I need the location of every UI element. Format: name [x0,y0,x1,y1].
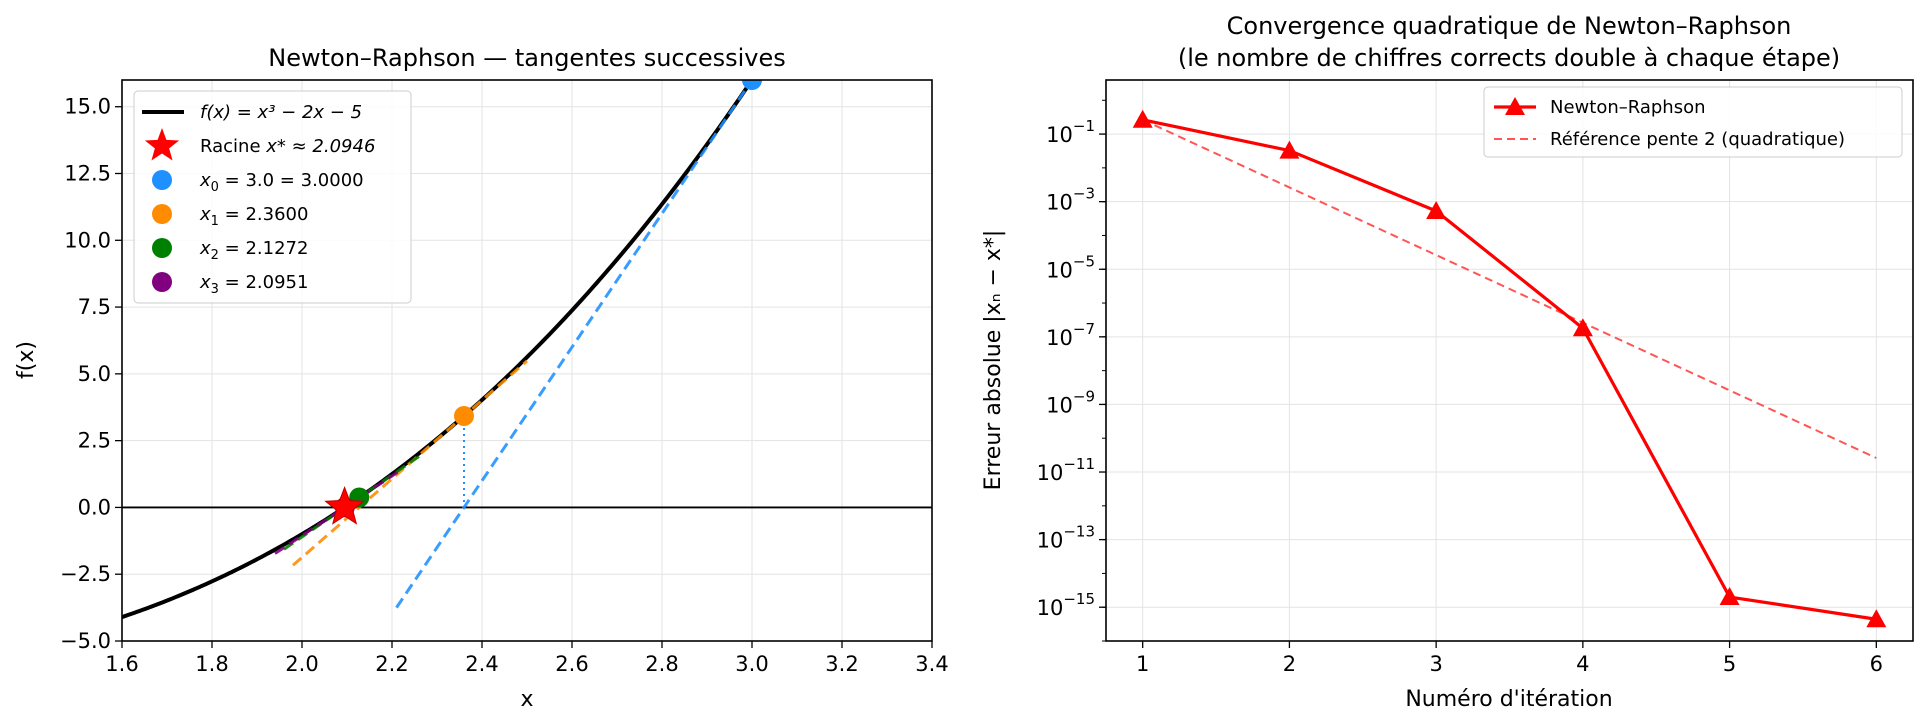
chart-right-xlabel: Numéro d'itération [1405,687,1612,712]
y-tick-label: 10−3 [1046,185,1095,215]
legend-label: x3 = 2.0951 [199,272,308,297]
legend-dot-swatch [152,170,172,190]
legend-dot-swatch [152,238,172,258]
x-tick-label: 3 [1429,652,1442,676]
y-tick-label: 10−9 [1046,387,1095,417]
newton-error-point-4 [1719,587,1740,606]
reference-slope-line [1142,118,1877,459]
y-tick-label: 10−15 [1037,590,1095,620]
y-tick-label: 10.0 [64,228,111,252]
x-tick-label: 5 [1723,652,1736,676]
chart-left-ylabel: f(x) [14,341,39,379]
legend-label: Racine x* ≈ 2.0946 [200,136,375,157]
y-tick-label: 2.5 [78,429,111,453]
chart-newton-tangents: Newton–Raphson — tangentes successives 1… [14,44,949,712]
newton-error-point-1 [1279,140,1300,159]
y-tick-label: −5.0 [60,629,111,653]
chart-right-grid [1106,80,1913,641]
x-tick-label: 4 [1576,652,1589,676]
x-tick-label: 2 [1283,652,1296,676]
x-tick-label: 2.4 [465,652,498,676]
chart-left-xlabel: x [520,687,533,712]
x-tick-label: 2.6 [555,652,588,676]
root-star-marker [324,486,365,525]
chart-right-title: Convergence quadratique de Newton–Raphso… [1227,12,1792,40]
y-tick-label: −2.5 [60,562,111,586]
x-tick-label: 2.8 [645,652,678,676]
y-tick-label: 10−7 [1046,320,1095,350]
legend-label: Newton–Raphson [1550,97,1706,118]
legend-label: Référence pente 2 (quadratique) [1550,129,1845,150]
legend-label: x2 = 2.1272 [199,238,308,263]
chart-left-frame [121,79,933,642]
chart-left-title: Newton–Raphson — tangentes successives [268,44,785,72]
tangent-line-1 [292,359,528,567]
tangent-line-0 [395,80,754,609]
chart-left-legend: f(x) = x³ − 2x − 5 Racine x* ≈ 2.0946 x0 =… [133,90,412,304]
chart-right-frame [1105,79,1914,642]
newton-error-point-3 [1572,318,1593,337]
legend-label: x1 = 2.3600 [199,204,308,229]
legend-box [133,90,412,304]
x-tick-label: 1 [1136,652,1149,676]
chart-right-subtitle: (le nombre de chiffres corrects double à… [1178,44,1840,72]
y-tick-label: 10−11 [1037,455,1095,485]
iterate-point-0 [742,80,762,90]
iterate-point-1 [454,405,474,426]
y-tick-label: 12.5 [64,162,111,186]
legend-dot-swatch [152,204,172,224]
newton-error-point-2 [1426,200,1447,219]
chart-left-ticks: 1.6 1.8 2.0 2.2 2.4 2.6 2.8 3.0 3.2 3.4 −5.0 −2.5 0.… [60,95,949,676]
legend-box [1483,86,1903,158]
chart-right-legend: Newton–Raphson Référence pente 2 (quadrat… [1483,86,1903,158]
chart-convergence: Convergence quadratique de Newton–Raphso… [981,12,1914,712]
y-tick-label: 0.0 [78,495,111,519]
x-tick-label: 1.8 [195,652,228,676]
y-tick-label: 5.0 [78,362,111,386]
chart-right-plot-area [1132,109,1887,628]
x-tick-label: 6 [1870,652,1883,676]
y-tick-label: 15.0 [64,95,111,119]
legend-dot-swatch [152,272,172,292]
x-tick-label: 2.2 [375,652,408,676]
legend-star-swatch [144,128,180,161]
y-tick-label: 10−5 [1046,252,1095,282]
y-tick-label: 7.5 [78,295,111,319]
legend-label: x0 = 3.0 = 3.0000 [199,170,364,195]
y-tick-label: 10−13 [1037,523,1095,553]
x-tick-label: 1.6 [105,652,138,676]
x-tick-label: 3.4 [915,652,948,676]
x-tick-label: 2.0 [285,652,318,676]
x-tick-label: 3.0 [735,652,768,676]
y-tick-label: 10−1 [1046,117,1095,147]
chart-left-plot-area [122,80,932,619]
newton-error-point-0 [1132,109,1153,128]
legend-label: f(x) = x³ − 2x − 5 [200,102,362,123]
legend-triangle-swatch [1505,97,1525,115]
chart-right-ylabel: Erreur absolue |xₙ − x*| [981,230,1006,491]
newton-error-line [1142,118,1877,621]
chart-right-ticks: 1 2 3 4 5 6 10−1 10−3 10−5 10−7 10−9 10−11 10−13 10−1… [1037,99,1883,676]
newton-error-point-5 [1866,609,1887,628]
x-tick-label: 3.2 [825,652,858,676]
chart-left-grid [121,80,933,642]
